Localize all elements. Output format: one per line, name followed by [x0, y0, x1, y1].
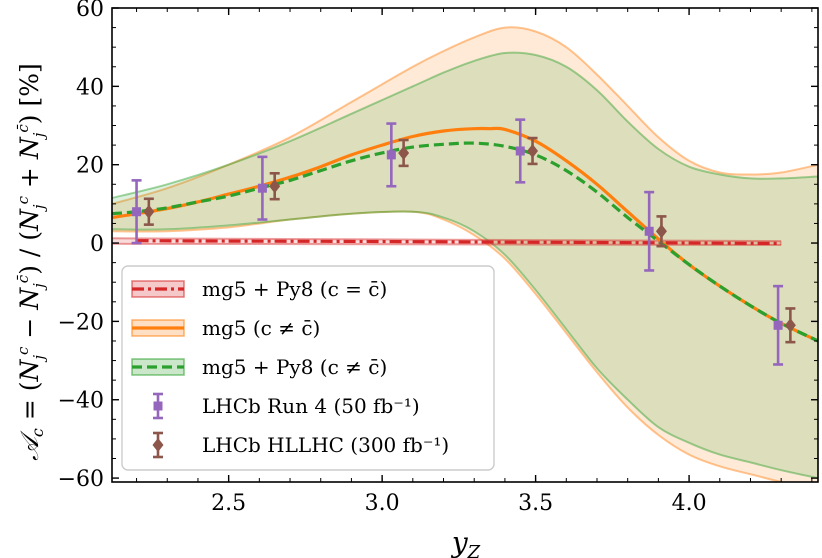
legend-box [121, 265, 495, 471]
band-mg5-py8-c-c-upper-edge [112, 51, 818, 199]
legend-label: LHCb HLLHC (300 fb⁻¹) [202, 433, 449, 457]
legend-entry-mg5-py8-c-c: mg5 + Py8 (c ≠ c̄) [131, 355, 387, 379]
y-tick-label: −60 [58, 467, 104, 492]
legend-label: mg5 + Py8 (c = c̄) [202, 277, 387, 301]
uncertainty-bands [112, 26, 818, 482]
band-mg5-c-c [112, 27, 818, 482]
band-mg5-py8-c-c-upper-edge [112, 237, 782, 243]
svg-text:𝒜c = (Njc − Njc̄) / (Njc + Nj: 𝒜c = (Njc − Njc̄) / (Njc + Njc̄) [%] [14, 63, 48, 460]
plot-frame [111, 7, 819, 483]
errorbar-lhcb-hllhc-300-fb-6 [784, 307, 796, 344]
y-tick-label: −20 [58, 310, 104, 335]
band-mg5-py8-c-c-lower-edge [112, 210, 818, 480]
band-mg5-c-c-upper-edge [112, 26, 818, 205]
band-mg5-c-c-lower-edge [112, 210, 786, 482]
x-tick: 2.5 [211, 8, 246, 516]
x-tick: 4.0 [672, 8, 707, 516]
y-tick-label: 0 [90, 232, 104, 257]
x-tick-label: 3.0 [365, 491, 400, 516]
band-mg5-py8-c-c [112, 52, 818, 479]
legend-entry-mg5-py8-c-c: mg5 + Py8 (c = c̄) [131, 277, 387, 301]
band-mg5-py8-c-c-lower-edge [112, 242, 782, 246]
legend-entry-lhcb-hllhc-300-fb: LHCb HLLHC (300 fb⁻¹) [152, 431, 449, 459]
lhcb-projections [131, 118, 796, 366]
y-tick-label: −40 [58, 389, 104, 414]
x-tick-label: 4.0 [672, 491, 707, 516]
errorbar-lhcb-hllhc-300-fb-2 [269, 172, 281, 201]
errorbar-lhcb-hllhc-300-fb-4 [527, 136, 539, 166]
y-tick-label: 40 [76, 75, 104, 100]
y-tick: −20 [58, 310, 818, 335]
x-tick: 3.0 [365, 8, 400, 516]
y-tick-label: 60 [76, 0, 104, 22]
errorbar-lhcb-hllhc-300-fb-5 [655, 215, 667, 248]
legend-label: mg5 + Py8 (c ≠ c̄) [202, 355, 387, 379]
y-tick-label: 20 [76, 154, 104, 179]
errorbar-lhcb-run-4-50-fb-4 [515, 118, 526, 184]
errorbar-lhcb-run-4-50-fb-5 [644, 190, 655, 272]
legend-label: LHCb Run 4 (50 fb⁻¹) [202, 394, 420, 418]
errorbar-lhcb-hllhc-300-fb-3 [398, 138, 410, 168]
errorbar-lhcb-run-4-50-fb-3 [386, 122, 397, 188]
curve-mg5-py8-c-c [136, 239, 782, 245]
y-tick: −60 [58, 467, 818, 492]
y-tick: 0 [90, 232, 818, 257]
ticks: 2.5 3.0 3.5 4.0 −60 −40 −20 0 20 40 60 [58, 0, 818, 516]
svg-text:yZ: yZ [450, 526, 481, 558]
errorbar-lhcb-run-4-50-fb-1 [131, 179, 142, 245]
theory-curves [112, 126, 818, 343]
x-tick: 3.5 [518, 8, 553, 516]
y-tick: −40 [58, 389, 818, 414]
legend: mg5 + Py8 (c = c̄) mg5 (c ≠ c̄) mg5 + Py8 … [121, 265, 495, 471]
y-tick: 40 [76, 75, 818, 100]
errorbar-lhcb-hllhc-300-fb-1 [143, 197, 155, 226]
errorbar-lhcb-run-4-50-fb-6 [773, 284, 784, 366]
x-tick-label: 3.5 [518, 491, 553, 516]
errorbar-lhcb-run-4-50-fb-2 [257, 155, 268, 221]
y-tick: 60 [76, 0, 818, 22]
x-axis-title: yZ [450, 526, 481, 558]
y-tick: 20 [76, 154, 818, 179]
x-tick-label: 2.5 [211, 491, 246, 516]
y-axis-title: 𝒜c = (Njc − Njc̄) / (Njc + Njc̄) [%] [14, 63, 48, 460]
legend-entry-lhcb-run-4-50-fb: LHCb Run 4 (50 fb⁻¹) [153, 392, 420, 420]
legend-label: mg5 (c ≠ c̄) [202, 316, 320, 340]
axes [111, 7, 819, 483]
legend-entry-mg5-c-c: mg5 (c ≠ c̄) [131, 316, 320, 340]
